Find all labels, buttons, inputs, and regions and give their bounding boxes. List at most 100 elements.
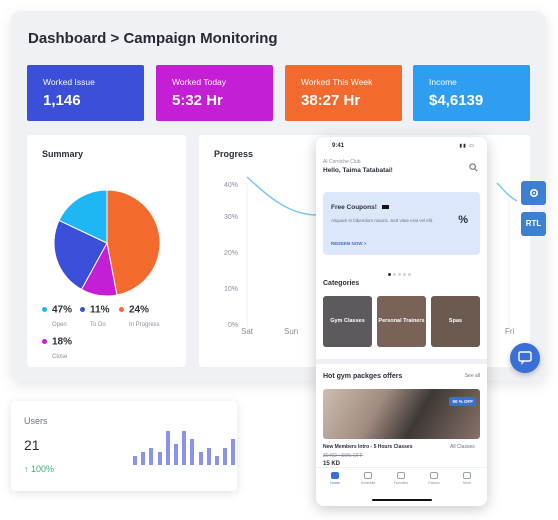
home-indicator xyxy=(372,499,432,501)
search-icon[interactable] xyxy=(469,163,478,172)
users-bar xyxy=(174,444,178,465)
y-tick: 40% xyxy=(224,182,239,189)
carousel-dot[interactable] xyxy=(398,273,401,276)
tab-favorites[interactable]: Favorites xyxy=(386,472,416,485)
category-spas[interactable]: Spas xyxy=(431,296,480,347)
summary-pie-chart xyxy=(53,189,161,297)
kpi-label: Worked Issue xyxy=(43,77,95,87)
legend-dot xyxy=(42,339,47,345)
pie-slice-close[interactable] xyxy=(58,189,108,244)
progress-line-chart xyxy=(246,176,518,327)
kpi-value: 38:27 Hr xyxy=(301,92,361,109)
kpi-card-worked-issue[interactable]: Worked Issue 1,146 xyxy=(27,65,144,121)
users-bar xyxy=(182,431,187,465)
carousel-dots[interactable] xyxy=(388,263,413,281)
kpi-card-worked-this-week[interactable]: Worked This Week 38:27 Hr xyxy=(285,65,402,121)
status-time: 9:41 xyxy=(332,143,345,149)
users-bar xyxy=(198,452,203,465)
rtl-toggle-button[interactable]: RTL xyxy=(521,212,546,236)
users-card: Users 21 ↑ 100% xyxy=(11,401,237,491)
discount-badge: 50 % OFF xyxy=(449,397,476,406)
kpi-label: Worked This Week xyxy=(301,77,373,87)
users-growth: ↑ 100% xyxy=(24,464,54,474)
users-bar xyxy=(206,448,211,465)
status-icons: ▮▮ ▭ xyxy=(459,143,475,149)
tab-passes[interactable]: Passes xyxy=(419,472,449,485)
kpi-value: $4,6139 xyxy=(429,92,484,109)
summary-title: Summary xyxy=(42,149,84,159)
legend-dot xyxy=(119,307,124,313)
legend-dot xyxy=(80,307,85,313)
legend-item-open: 47% Open xyxy=(42,301,72,328)
gear-icon xyxy=(529,188,538,198)
users-bar xyxy=(223,448,228,465)
users-bar xyxy=(215,456,219,465)
x-tick: Fri xyxy=(505,327,515,336)
legend-label: Close xyxy=(52,354,68,360)
carousel-dot[interactable] xyxy=(393,273,396,276)
arrow-up-icon: ↑ xyxy=(24,464,29,474)
pie-slice-in-progress[interactable] xyxy=(53,219,108,291)
category-gym-classes[interactable]: Gym Classes xyxy=(323,296,372,347)
kpi-value: 5:32 Hr xyxy=(172,92,223,109)
users-bar xyxy=(165,431,170,465)
legend-pct: 18% xyxy=(52,336,73,348)
offer-new-price: 15 KD xyxy=(323,461,341,467)
offer-old-price: 30 KD • 50% OFF xyxy=(323,453,363,459)
kpi-label: Worked Today xyxy=(172,77,227,87)
coupon-description: Aliquam in bibendum mauris. Sed vitae er… xyxy=(331,218,434,223)
ticket-icon xyxy=(430,472,438,479)
carousel-dot[interactable] xyxy=(408,273,411,276)
category-personal-trainers[interactable]: Personal Trainers xyxy=(377,296,426,347)
users-bar xyxy=(231,439,236,465)
breadcrumb: Dashboard > Campaign Monitoring xyxy=(28,30,278,47)
chat-button[interactable] xyxy=(510,343,540,373)
tab-more[interactable]: More xyxy=(452,472,482,485)
offer-category: All Classes xyxy=(450,444,475,450)
see-all-link[interactable]: See all xyxy=(464,373,480,379)
users-bar xyxy=(141,452,146,465)
legend-label: In Progress xyxy=(129,322,160,328)
legend-item-in-progress: 24% In Progress xyxy=(119,301,160,328)
tab-label: Favorites xyxy=(393,481,409,485)
greeting: Hello, Taima Tatabatai! xyxy=(323,167,393,174)
carousel-dot[interactable] xyxy=(388,273,391,276)
pie-slice-open[interactable] xyxy=(106,189,161,296)
x-tick: Sun xyxy=(284,327,299,336)
users-bar xyxy=(149,448,154,465)
redeem-now-link[interactable]: REDEEM NOW > xyxy=(331,241,367,246)
progress-series-line xyxy=(496,182,518,202)
tab-schedule[interactable]: Schedule xyxy=(353,472,383,485)
coupon-banner[interactable]: Free Coupons! Aliquam in bibendum mauris… xyxy=(323,192,480,255)
percent-icon: % xyxy=(458,214,468,226)
summary-card: Summary 47% Open 11% To Do 24% In Progre… xyxy=(27,135,186,367)
kpi-label: Income xyxy=(429,77,457,87)
offer-card-image[interactable]: 50 % OFF xyxy=(323,389,480,439)
settings-toggle-button[interactable] xyxy=(521,181,546,205)
offers-heading: Hot gym packges offers xyxy=(323,373,403,380)
coupon-title-text: Free Coupons! xyxy=(331,204,377,211)
users-bar xyxy=(133,456,137,465)
mobile-app-preview: 9:41 ▮▮ ▭ Al Corniche Club Hello, Taima … xyxy=(316,137,487,506)
y-tick: 0% xyxy=(228,322,239,329)
kpi-card-worked-today[interactable]: Worked Today 5:32 Hr xyxy=(156,65,273,121)
ticket-icon xyxy=(381,205,389,210)
club-name: Al Corniche Club xyxy=(323,159,361,165)
tab-label: Home xyxy=(330,481,340,485)
legend-pct: 47% xyxy=(52,304,73,316)
coupon-title: Free Coupons! xyxy=(331,204,389,211)
users-growth-value: 100% xyxy=(31,464,55,474)
progress-title: Progress xyxy=(214,149,254,159)
x-tick: Sat xyxy=(241,327,254,336)
y-tick: 10% xyxy=(224,286,239,293)
section-divider xyxy=(316,359,487,364)
tab-label: Schedule xyxy=(360,481,376,485)
tab-home[interactable]: Home xyxy=(320,472,350,485)
signal-icon: ▮▮ xyxy=(459,143,467,149)
legend-pct: 11% xyxy=(90,304,110,316)
kpi-card-income[interactable]: Income $4,6139 xyxy=(413,65,530,121)
offer-name: New Members Intro - 5 Hours Classes xyxy=(323,444,413,450)
carousel-dot[interactable] xyxy=(403,273,406,276)
menu-icon xyxy=(463,472,471,479)
